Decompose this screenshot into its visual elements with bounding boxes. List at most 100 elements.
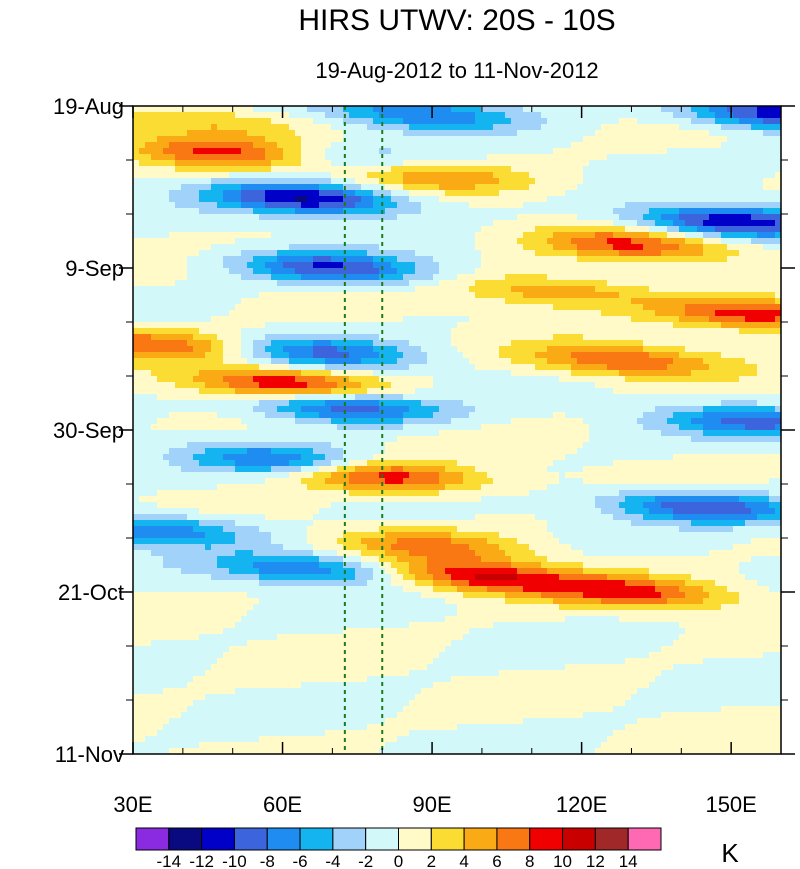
contour-cell (559, 274, 566, 281)
contour-cell (247, 178, 254, 185)
contour-cell (391, 298, 398, 305)
contour-cell (397, 262, 404, 269)
contour-cell (265, 292, 272, 299)
contour-cell (643, 340, 650, 347)
contour-cell (775, 160, 781, 167)
contour-cell (433, 352, 440, 359)
contour-cell (667, 262, 674, 269)
contour-cell (331, 262, 338, 269)
contour-cell (289, 322, 296, 329)
contour-cell (451, 154, 458, 161)
contour-cell (439, 154, 446, 161)
contour-cell (775, 202, 781, 209)
contour-cell (445, 334, 452, 341)
contour-cell (295, 208, 302, 215)
contour-cell (475, 280, 482, 287)
contour-cell (337, 214, 344, 221)
contour-cell (691, 232, 698, 239)
contour-cell (763, 208, 770, 215)
contour-cell (553, 160, 560, 167)
contour-cell (709, 262, 716, 269)
contour-cell (709, 112, 716, 119)
contour-cell (661, 214, 668, 221)
contour-cell (601, 298, 608, 305)
contour-cell (523, 214, 530, 221)
contour-cell (541, 154, 548, 161)
contour-cell (571, 292, 578, 299)
contour-cell (559, 304, 566, 311)
contour-cell (319, 358, 326, 365)
contour-cell (169, 382, 176, 389)
contour-cell (271, 346, 278, 353)
contour-cell (565, 250, 572, 257)
contour-cell (643, 196, 650, 203)
contour-cell (463, 184, 470, 191)
contour-cell (637, 178, 644, 185)
contour-cell (757, 220, 764, 227)
contour-cell (691, 202, 698, 209)
contour-cell (523, 370, 530, 377)
contour-cell (517, 256, 524, 263)
contour-cell (397, 358, 404, 365)
contour-cell (493, 280, 500, 287)
contour-cell (559, 268, 566, 275)
contour-cell (265, 304, 272, 311)
contour-cell (451, 166, 458, 173)
contour-cell (655, 124, 662, 131)
contour-cell (685, 364, 692, 371)
contour-cell (343, 202, 350, 209)
contour-cell (673, 160, 680, 167)
contour-cell (259, 112, 266, 119)
contour-cell (211, 274, 218, 281)
contour-cell (463, 208, 470, 215)
contour-cell (769, 340, 776, 347)
contour-cell (535, 124, 542, 131)
contour-cell (673, 220, 680, 227)
contour-cell (265, 118, 272, 125)
contour-cell (265, 340, 272, 347)
contour-cell (289, 370, 296, 377)
contour-cell (307, 106, 314, 113)
contour-cell (637, 166, 644, 173)
contour-cell (163, 376, 170, 383)
contour-cell (583, 286, 590, 293)
contour-cell (223, 292, 230, 299)
contour-cell (307, 256, 314, 263)
contour-cell (703, 280, 710, 287)
contour-cell (595, 358, 602, 365)
contour-cell (229, 202, 236, 209)
contour-cell (565, 148, 572, 155)
contour-cell (169, 376, 176, 383)
contour-cell (739, 304, 746, 311)
contour-cell (559, 220, 566, 227)
contour-cell (517, 346, 524, 353)
contour-cell (691, 220, 698, 227)
contour-cell (187, 304, 194, 311)
contour-cell (727, 214, 734, 221)
contour-cell (169, 232, 176, 239)
contour-cell (769, 220, 776, 227)
contour-cell (655, 178, 662, 185)
contour-cell (625, 274, 632, 281)
contour-cell (667, 328, 674, 335)
contour-cell (187, 310, 194, 317)
contour-cell (367, 112, 374, 119)
contour-cell (373, 196, 380, 203)
contour-cell (475, 364, 482, 371)
contour-cell (439, 136, 446, 143)
contour-cell (175, 154, 182, 161)
contour-cell (319, 184, 326, 191)
contour-cell (487, 184, 494, 191)
contour-cell (523, 178, 530, 185)
contour-cell (463, 316, 470, 323)
contour-cell (151, 352, 158, 359)
contour-cell (133, 370, 140, 377)
contour-cell (349, 364, 356, 371)
contour-cell (367, 166, 374, 173)
contour-cell (679, 346, 686, 353)
contour-cell (517, 184, 524, 191)
contour-cell (517, 190, 524, 197)
contour-cell (643, 238, 650, 245)
contour-cell (739, 328, 746, 335)
contour-cell (523, 250, 530, 257)
